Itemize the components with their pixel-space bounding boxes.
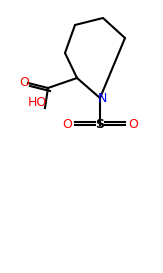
Text: O: O [19, 76, 29, 88]
Text: O: O [62, 117, 72, 130]
Text: O: O [128, 117, 138, 130]
Text: N: N [97, 91, 107, 105]
Text: S: S [96, 118, 104, 132]
Text: HO: HO [27, 96, 47, 109]
